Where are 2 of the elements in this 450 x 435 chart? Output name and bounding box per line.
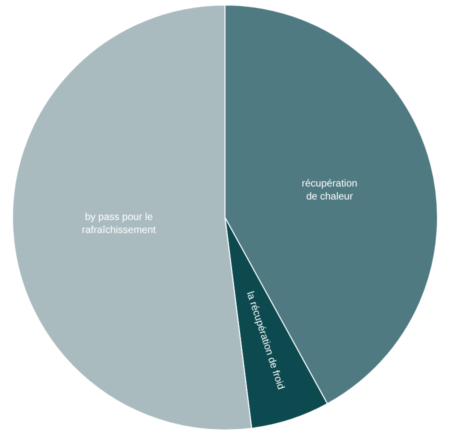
slice-label: by pass pour le rafraîchissement [82, 212, 156, 236]
slice-label: récupération de chaleur [302, 178, 358, 203]
